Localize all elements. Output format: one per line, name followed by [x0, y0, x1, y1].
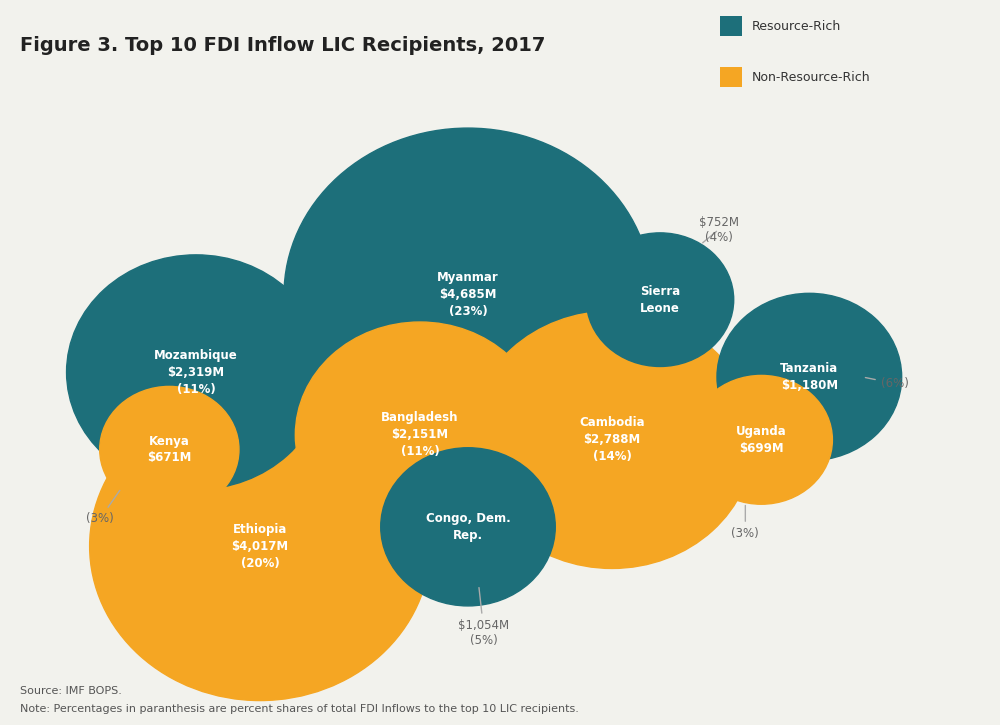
Circle shape: [690, 376, 832, 505]
Text: Cambodia
$2,788M
(14%): Cambodia $2,788M (14%): [579, 416, 645, 463]
Text: Uganda
$699M: Uganda $699M: [736, 425, 787, 455]
Text: Bangladesh
$2,151M
(11%): Bangladesh $2,151M (11%): [381, 412, 459, 458]
Text: Myanmar
$4,685M
(23%): Myanmar $4,685M (23%): [437, 271, 499, 318]
Text: Figure 3. Top 10 FDI Inflow LIC Recipients, 2017: Figure 3. Top 10 FDI Inflow LIC Recipien…: [20, 36, 545, 55]
Circle shape: [381, 448, 555, 606]
Text: (3%): (3%): [86, 490, 120, 526]
Text: Kenya
$671M: Kenya $671M: [147, 434, 192, 465]
Text: Sierra
Leone: Sierra Leone: [640, 285, 680, 315]
Text: $752M
(4%): $752M (4%): [699, 215, 739, 244]
Text: Tanzania
$1,180M: Tanzania $1,180M: [780, 362, 838, 392]
Circle shape: [284, 128, 652, 462]
Circle shape: [100, 386, 239, 513]
Text: (6%): (6%): [865, 377, 909, 390]
Text: Non-Resource-Rich: Non-Resource-Rich: [752, 71, 871, 84]
Text: Ethiopia
$4,017M
(20%): Ethiopia $4,017M (20%): [231, 523, 289, 570]
Text: Source: IMF BOPS.: Source: IMF BOPS.: [20, 686, 122, 696]
Circle shape: [470, 311, 754, 568]
Circle shape: [67, 255, 325, 489]
Circle shape: [90, 392, 430, 700]
Circle shape: [717, 294, 902, 460]
Text: Note: Percentages in paranthesis are percent shares of total FDI Inflows to the : Note: Percentages in paranthesis are per…: [20, 704, 579, 714]
Text: Mozambique
$2,319M
(11%): Mozambique $2,319M (11%): [154, 349, 238, 396]
Text: (3%): (3%): [731, 505, 759, 540]
Text: $1,054M
(5%): $1,054M (5%): [458, 587, 510, 647]
Circle shape: [295, 322, 545, 548]
Circle shape: [586, 233, 734, 366]
Text: Resource-Rich: Resource-Rich: [752, 20, 841, 33]
Text: Congo, Dem.
Rep.: Congo, Dem. Rep.: [426, 512, 510, 542]
